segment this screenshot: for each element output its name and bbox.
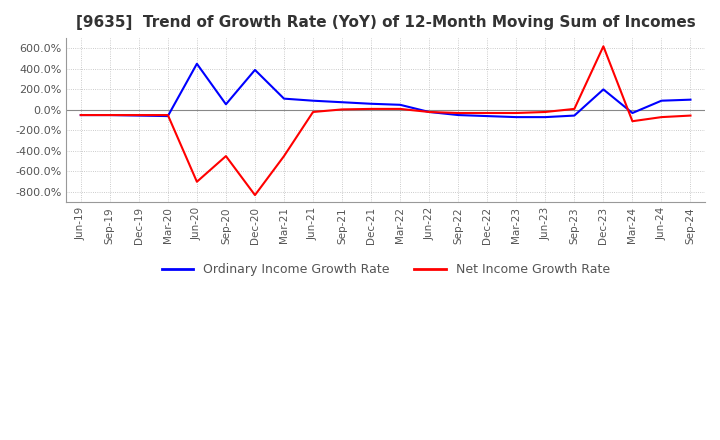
Title: [9635]  Trend of Growth Rate (YoY) of 12-Month Moving Sum of Incomes: [9635] Trend of Growth Rate (YoY) of 12-…	[76, 15, 696, 30]
Legend: Ordinary Income Growth Rate, Net Income Growth Rate: Ordinary Income Growth Rate, Net Income …	[156, 258, 615, 282]
